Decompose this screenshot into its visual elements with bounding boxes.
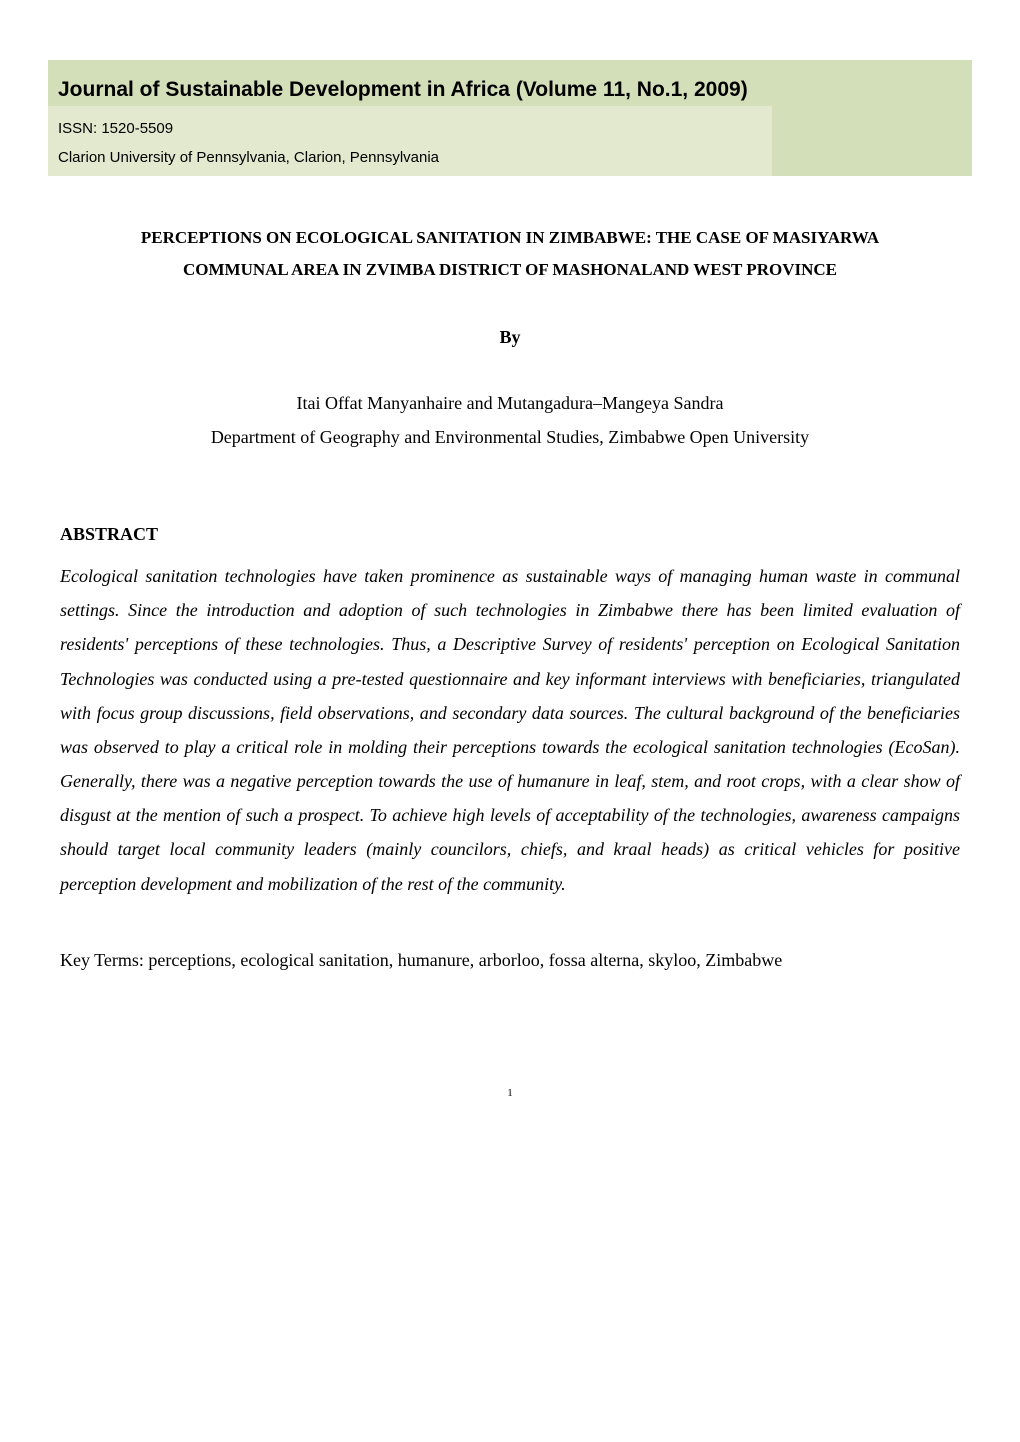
journal-university: Clarion University of Pennsylvania, Clar… [48, 143, 772, 176]
author-names: Itai Offat Manyanhaire and Mutangadura–M… [296, 393, 723, 413]
journal-banner: Journal of Sustainable Development in Af… [48, 60, 972, 176]
abstract-body: Ecological sanitation technologies have … [60, 559, 960, 901]
journal-title: Journal of Sustainable Development in Af… [48, 60, 972, 106]
paper-title-line1: PERCEPTIONS ON ECOLOGICAL SANITATION IN … [141, 228, 879, 247]
page-number: 1 [0, 1087, 1020, 1099]
by-label: By [0, 327, 1020, 348]
keywords: Key Terms: perceptions, ecological sanit… [60, 943, 960, 977]
paper-title: PERCEPTIONS ON ECOLOGICAL SANITATION IN … [60, 222, 960, 287]
paper-title-line2: COMMUNAL AREA IN ZVIMBA DISTRICT OF MASH… [183, 260, 837, 279]
author-affiliation: Department of Geography and Environmenta… [211, 427, 809, 447]
abstract-heading: ABSTRACT [60, 524, 960, 545]
journal-issn: ISSN: 1520-5509 [48, 106, 772, 143]
authors-block: Itai Offat Manyanhaire and Mutangadura–M… [60, 386, 960, 454]
